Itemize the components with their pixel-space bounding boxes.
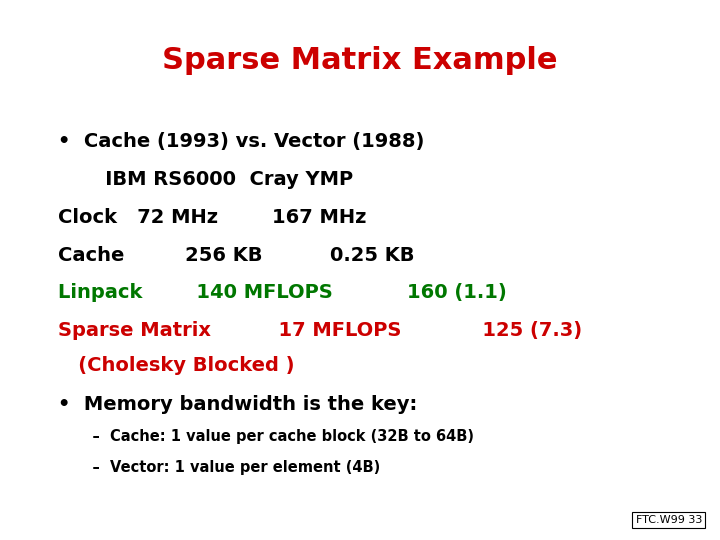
Text: FTC.W99 33: FTC.W99 33 [636, 515, 702, 525]
Text: •  Cache (1993) vs. Vector (1988): • Cache (1993) vs. Vector (1988) [58, 132, 424, 151]
Text: –  Cache: 1 value per cache block (32B to 64B): – Cache: 1 value per cache block (32B to… [72, 429, 474, 444]
Text: Clock   72 MHz        167 MHz: Clock 72 MHz 167 MHz [58, 208, 366, 227]
Text: Cache         256 KB          0.25 KB: Cache 256 KB 0.25 KB [58, 246, 414, 265]
Text: IBM RS6000  Cray YMP: IBM RS6000 Cray YMP [58, 170, 353, 189]
Text: –  Vector: 1 value per element (4B): – Vector: 1 value per element (4B) [72, 460, 380, 475]
Text: (Cholesky Blocked ): (Cholesky Blocked ) [58, 356, 294, 375]
Text: Sparse Matrix Example: Sparse Matrix Example [162, 46, 558, 75]
Text: Sparse Matrix          17 MFLOPS            125 (7.3): Sparse Matrix 17 MFLOPS 125 (7.3) [58, 321, 582, 340]
Text: Linpack        140 MFLOPS           160 (1.1): Linpack 140 MFLOPS 160 (1.1) [58, 284, 506, 302]
Text: •  Memory bandwidth is the key:: • Memory bandwidth is the key: [58, 395, 417, 414]
